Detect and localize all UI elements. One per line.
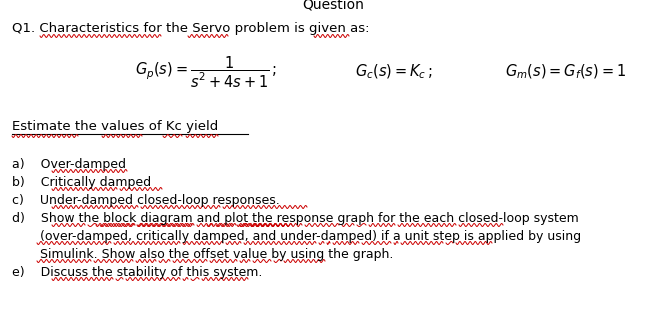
Text: $G_m(s) = G_f(s) = 1$: $G_m(s) = G_f(s) = 1$	[505, 63, 626, 81]
Text: Simulink. Show also the offset value by using the graph.: Simulink. Show also the offset value by …	[12, 248, 394, 261]
Text: Estimate the values of Kc yield: Estimate the values of Kc yield	[12, 120, 218, 133]
Text: Q1. Characteristics for the Servo problem is given as:: Q1. Characteristics for the Servo proble…	[12, 22, 370, 35]
Text: (over-damped, critically damped, and under-damped) if a unit step is applied by : (over-damped, critically damped, and und…	[12, 230, 581, 243]
Text: b)    Critically damped: b) Critically damped	[12, 176, 151, 189]
Text: d)    Show the block diagram and plot the response graph for the each closed-loo: d) Show the block diagram and plot the r…	[12, 212, 579, 225]
Text: $G_c(s) = K_c\,;$: $G_c(s) = K_c\,;$	[355, 63, 433, 81]
Text: e)    Discuss the stability of this system.: e) Discuss the stability of this system.	[12, 266, 262, 279]
Text: a)    Over-damped: a) Over-damped	[12, 158, 126, 171]
Text: $G_p(s) = \dfrac{1}{s^2 + 4s + 1}\,;$: $G_p(s) = \dfrac{1}{s^2 + 4s + 1}\,;$	[135, 54, 277, 90]
Text: c)    Under-damped closed-loop responses.: c) Under-damped closed-loop responses.	[12, 194, 280, 207]
Text: Question: Question	[302, 0, 364, 11]
